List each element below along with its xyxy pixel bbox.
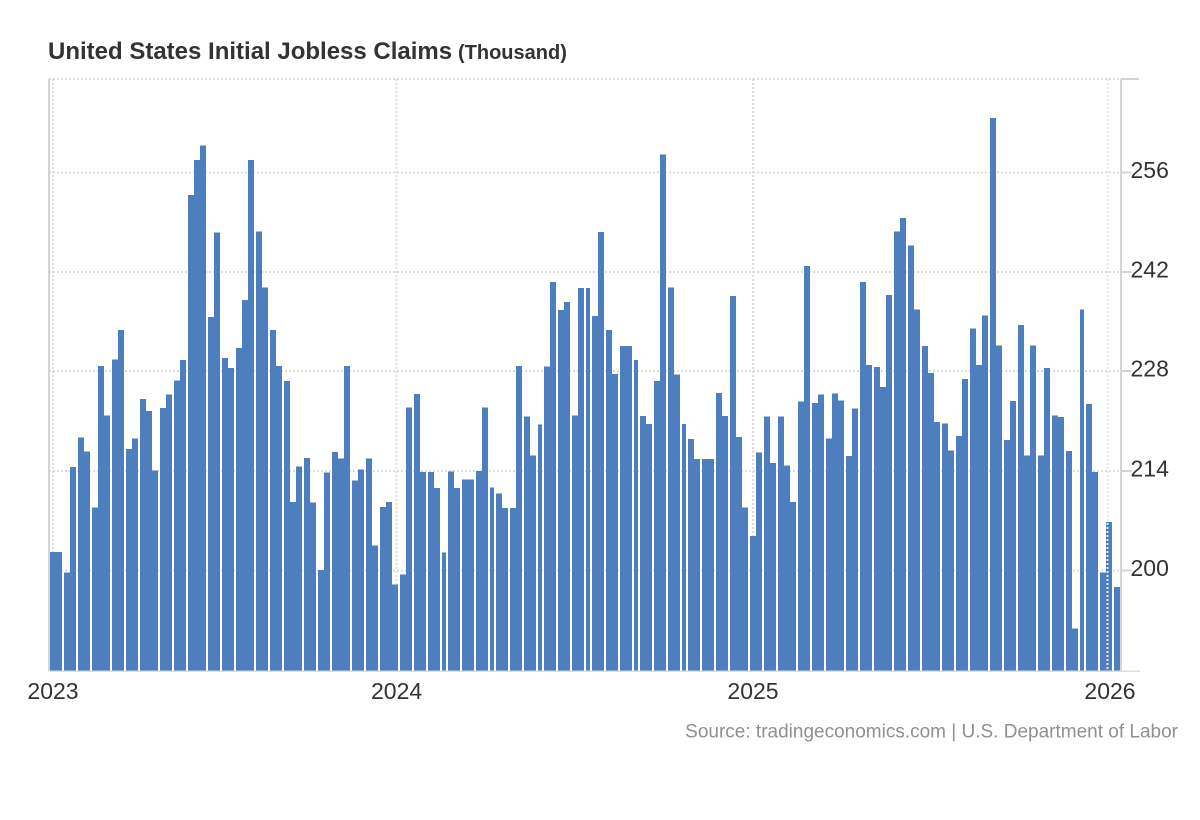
- svg-text:214: 214: [1131, 455, 1170, 481]
- svg-text:2023: 2023: [27, 678, 78, 704]
- svg-text:242: 242: [1131, 257, 1169, 283]
- svg-text:2026: 2026: [1084, 678, 1135, 704]
- svg-text:256: 256: [1131, 157, 1169, 183]
- svg-text:228: 228: [1131, 356, 1169, 382]
- svg-text:Source: tradingeconomics.com |: Source: tradingeconomics.com | U.S. Depa…: [685, 722, 1179, 743]
- svg-text:(Thousand): (Thousand): [458, 42, 567, 64]
- svg-text:2024: 2024: [371, 678, 422, 704]
- svg-text:2025: 2025: [727, 678, 778, 704]
- svg-text:200: 200: [1131, 555, 1169, 581]
- svg-text:United States Initial Jobless: United States Initial Jobless Claims: [48, 38, 452, 65]
